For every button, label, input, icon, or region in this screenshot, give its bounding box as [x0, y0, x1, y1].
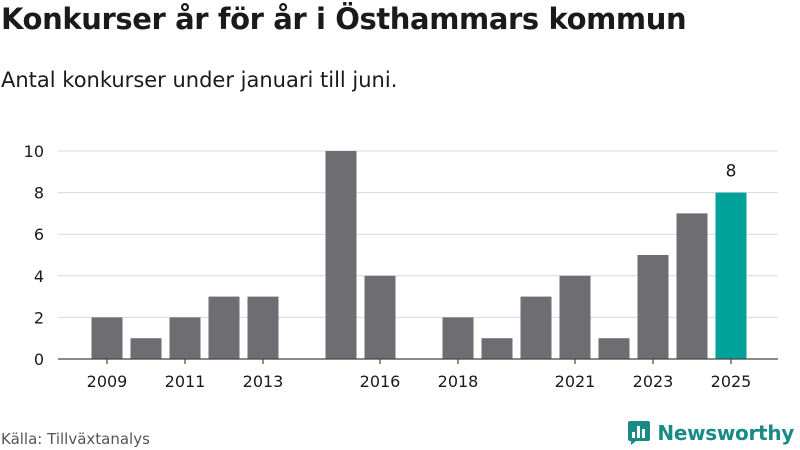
brand-name: Newsworthy [657, 421, 794, 445]
x-tick-label: 2021 [555, 372, 596, 391]
x-tick-label: 2025 [711, 372, 752, 391]
bar-chart-logo-icon [628, 421, 651, 445]
bar [676, 213, 708, 359]
bar [247, 296, 279, 359]
brand-logo: Newsworthy [627, 420, 794, 446]
source-note: Källa: Tillväxtanalys [1, 430, 150, 448]
bar [169, 317, 201, 359]
bar [364, 275, 396, 359]
x-tick-label: 2009 [87, 372, 128, 391]
x-tick-label: 2011 [165, 372, 206, 391]
y-tick-label: 0 [34, 350, 44, 369]
bar [598, 338, 630, 359]
y-tick-label: 4 [34, 267, 44, 286]
bar [715, 192, 747, 359]
y-tick-label: 2 [34, 308, 44, 327]
y-tick-label: 6 [34, 225, 44, 244]
x-tick-label: 2018 [438, 372, 479, 391]
bar-chart: 0 2 4 6 8 10 2009 2011 2013 2016 2018 2021 2023 2025 8 [24, 142, 778, 391]
bar [637, 255, 669, 359]
x-tick-label: 2016 [360, 372, 401, 391]
bar [442, 317, 474, 359]
bar [481, 338, 513, 359]
x-tick-label: 2013 [243, 372, 284, 391]
y-tick-label: 10 [24, 142, 44, 161]
bar [91, 317, 123, 359]
bar [520, 296, 552, 359]
chart-subtitle: Antal konkurser under januari till juni. [1, 68, 398, 92]
x-tick-label: 2023 [633, 372, 674, 391]
data-label: 8 [726, 162, 737, 182]
chart-title: Konkurser år för år i Östhammars kommun [1, 2, 687, 36]
y-tick-label: 8 [34, 184, 44, 203]
bar [559, 275, 591, 359]
bar [130, 338, 162, 359]
bar [325, 151, 357, 359]
bar [208, 296, 240, 359]
